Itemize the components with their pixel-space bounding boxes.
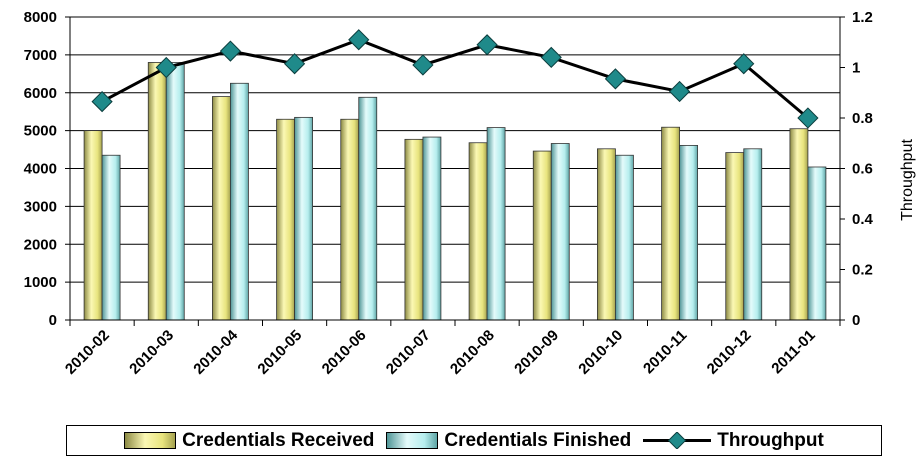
y-right-tick-label: 1.2 bbox=[852, 9, 873, 26]
bar-credentials-finished bbox=[422, 136, 442, 321]
y-right-tick-label: 0.4 bbox=[852, 211, 874, 228]
axes bbox=[65, 16, 845, 326]
y-right-tick-label: 0 bbox=[852, 312, 860, 329]
bar-credentials-finished bbox=[807, 166, 827, 321]
x-tick-label: 2010-10 bbox=[575, 327, 626, 378]
throughput-point bbox=[540, 46, 562, 69]
throughput-point bbox=[476, 34, 498, 56]
bar-credentials-finished bbox=[165, 62, 185, 321]
bar-credentials-received bbox=[789, 128, 809, 321]
legend-swatch-credentials-received bbox=[124, 432, 177, 449]
x-tick-label: 2010-08 bbox=[447, 327, 498, 378]
throughput-point bbox=[155, 56, 177, 79]
bar-credentials-finished bbox=[294, 116, 313, 321]
bar-credentials-finished bbox=[358, 96, 378, 321]
y-right-tick-label: 0.2 bbox=[852, 262, 873, 279]
throughput-line bbox=[101, 38, 809, 120]
throughput-point bbox=[283, 53, 306, 75]
y-left-tick-label: 0 bbox=[49, 312, 57, 329]
y-right-tick-label: 0.6 bbox=[852, 161, 873, 178]
y-left-tick-label: 7000 bbox=[24, 47, 57, 64]
legend-item-credentials-received: Credentials Received bbox=[124, 430, 374, 452]
x-tick-label: 2010-02 bbox=[62, 327, 113, 378]
bars bbox=[83, 62, 827, 321]
throughput-point bbox=[348, 29, 370, 51]
y-left-tick-label: 5000 bbox=[24, 123, 57, 140]
bar-credentials-finished bbox=[230, 82, 249, 321]
throughput-point bbox=[668, 80, 691, 103]
bar-credentials-finished bbox=[486, 127, 506, 321]
bar-credentials-finished bbox=[743, 148, 763, 321]
bar-credentials-received bbox=[276, 118, 295, 321]
legend-swatch-throughput bbox=[643, 432, 712, 449]
bar-credentials-received bbox=[661, 126, 680, 321]
legend-item-throughput: Throughput bbox=[643, 430, 824, 452]
bar-credentials-received bbox=[468, 142, 488, 321]
x-tick-label: 2010-07 bbox=[383, 327, 434, 378]
x-tick-label: 2011-01 bbox=[768, 327, 818, 377]
throughput-line-layer bbox=[91, 29, 819, 129]
legend-item-credentials-finished: Credentials Finished bbox=[386, 430, 631, 452]
throughput-point bbox=[91, 90, 113, 113]
bar-credentials-received bbox=[83, 130, 103, 321]
y-right-tick-label: 1 bbox=[852, 60, 860, 77]
throughput-point bbox=[219, 40, 242, 62]
throughput-point bbox=[604, 68, 627, 90]
bar-credentials-received bbox=[147, 62, 167, 321]
bar-credentials-received bbox=[532, 150, 552, 321]
y-left-tick-label: 6000 bbox=[24, 85, 57, 102]
bar-credentials-finished bbox=[679, 144, 698, 321]
x-tick-label: 2010-06 bbox=[319, 327, 370, 378]
bar-credentials-received bbox=[340, 118, 360, 321]
bar-credentials-received bbox=[725, 152, 745, 321]
legend-label-credentials-finished: Credentials Finished bbox=[444, 429, 632, 451]
y-left-tick-label: 4000 bbox=[24, 161, 57, 178]
bar-credentials-received bbox=[597, 148, 616, 321]
x-tick-label: 2010-09 bbox=[511, 327, 562, 378]
bar-credentials-received bbox=[404, 138, 424, 321]
legend-swatch-credentials-finished bbox=[386, 432, 439, 449]
y-left-tick-label: 3000 bbox=[24, 198, 57, 215]
bar-credentials-finished bbox=[615, 154, 634, 321]
y-left-tick-label: 1000 bbox=[24, 274, 57, 291]
legend: Credentials Received Credentials Finishe… bbox=[66, 425, 882, 456]
bar-credentials-received bbox=[212, 96, 231, 321]
x-tick-label: 2010-11 bbox=[640, 327, 690, 377]
x-tick-label: 2010-04 bbox=[190, 326, 241, 377]
throughput-point bbox=[733, 53, 755, 75]
y-left-tick-label: 2000 bbox=[24, 236, 57, 253]
grid-lines bbox=[70, 16, 840, 283]
throughput-point bbox=[797, 107, 819, 129]
x-tick-label: 2010-05 bbox=[254, 327, 305, 378]
bar-credentials-finished bbox=[550, 143, 570, 321]
throughput-point bbox=[412, 54, 434, 76]
bar-credentials-finished bbox=[101, 154, 121, 321]
y-right-axis-title: Throughput bbox=[899, 139, 916, 221]
x-tick-label: 2010-03 bbox=[126, 327, 177, 378]
legend-label-throughput: Throughput bbox=[717, 429, 824, 451]
y-left-tick-label: 8000 bbox=[24, 9, 57, 26]
x-tick-label: 2010-12 bbox=[704, 327, 755, 378]
legend-label-credentials-received: Credentials Received bbox=[182, 429, 375, 451]
y-right-tick-label: 0.8 bbox=[852, 110, 873, 127]
